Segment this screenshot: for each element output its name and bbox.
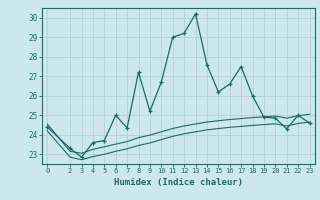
X-axis label: Humidex (Indice chaleur): Humidex (Indice chaleur) bbox=[114, 178, 243, 187]
